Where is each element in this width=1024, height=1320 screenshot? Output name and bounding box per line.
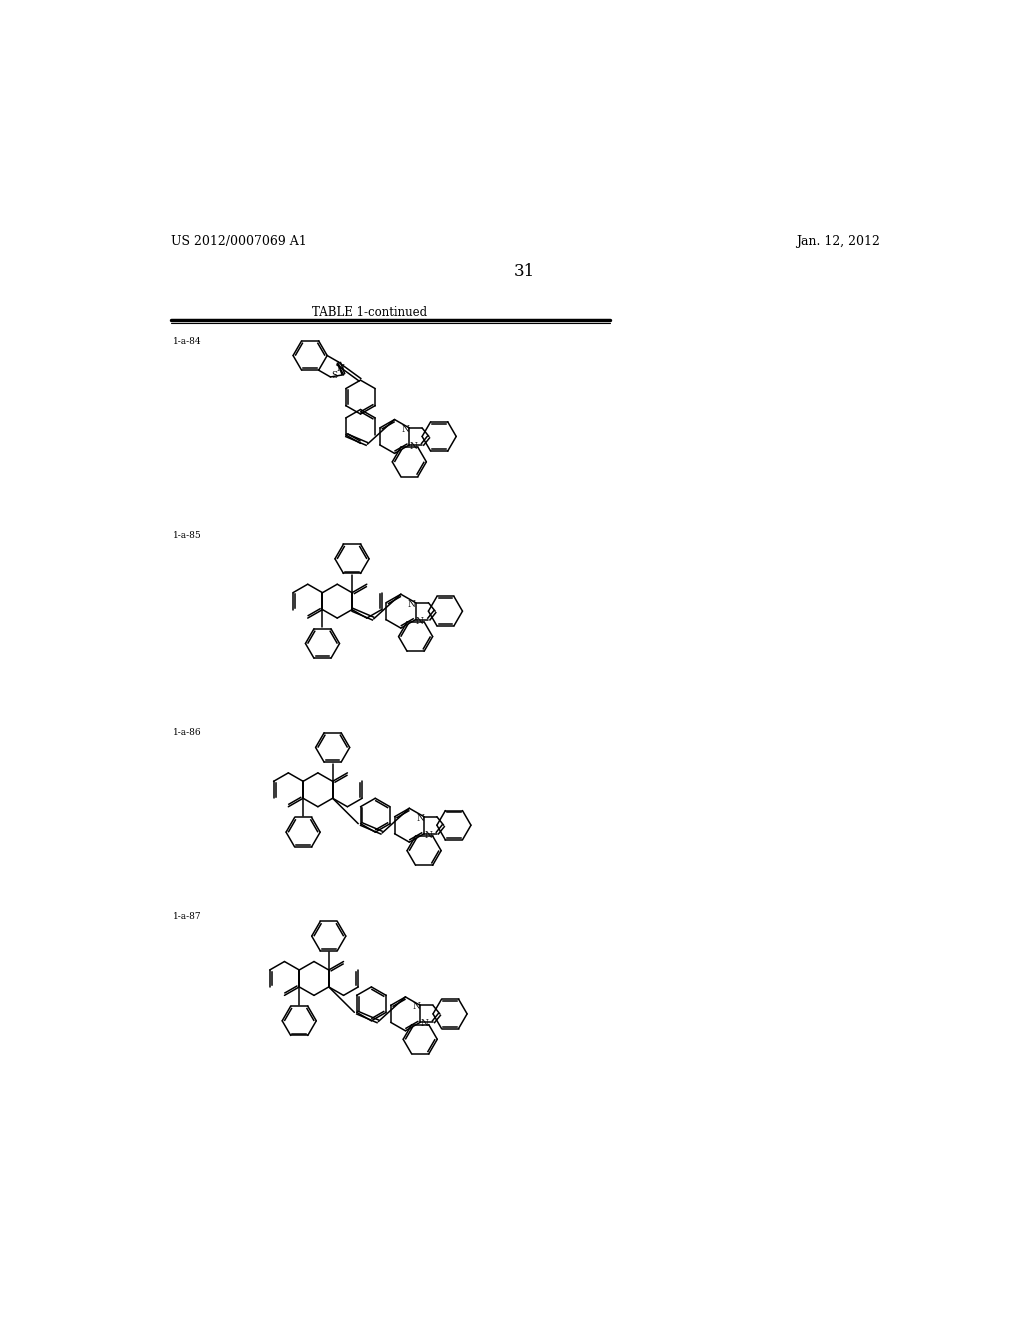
Text: N: N [420, 1019, 428, 1028]
Text: N: N [424, 830, 432, 840]
Text: Jan. 12, 2012: Jan. 12, 2012 [796, 235, 880, 248]
Text: N: N [408, 599, 416, 609]
Text: 31: 31 [514, 263, 536, 280]
Text: 1-a-85: 1-a-85 [173, 531, 202, 540]
Text: S: S [332, 371, 337, 380]
Text: TABLE 1-continued: TABLE 1-continued [312, 306, 427, 319]
Text: N: N [337, 364, 344, 374]
Text: 1-a-84: 1-a-84 [173, 337, 202, 346]
Text: 1-a-87: 1-a-87 [173, 912, 202, 921]
Text: N: N [413, 1002, 420, 1011]
Text: N: N [417, 814, 424, 822]
Text: N: N [410, 442, 417, 451]
Text: US 2012/0007069 A1: US 2012/0007069 A1 [171, 235, 306, 248]
Text: N: N [416, 616, 423, 626]
Text: N: N [401, 425, 410, 434]
Text: 1-a-86: 1-a-86 [173, 727, 202, 737]
